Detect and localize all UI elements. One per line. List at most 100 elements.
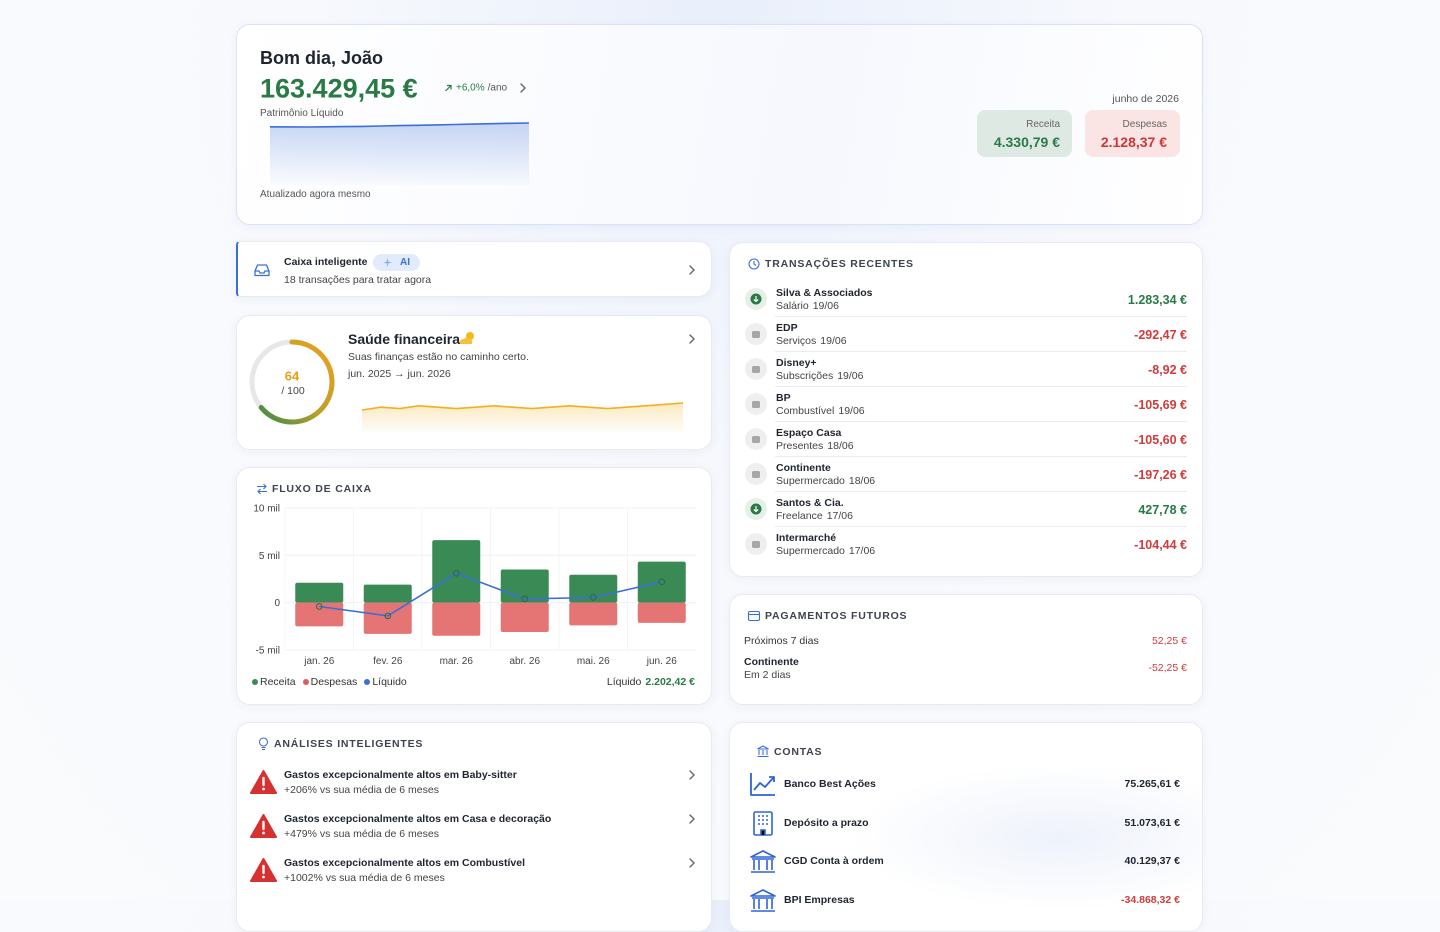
transaction-category: Presentes <box>776 440 824 452</box>
transaction-icon <box>745 428 767 450</box>
y-tick-label: 5 mil <box>259 551 280 562</box>
transaction-icon <box>745 358 767 380</box>
transaction-amount: -105,60 € <box>1134 432 1187 447</box>
legend-label: Receita <box>260 676 296 688</box>
icon-shape <box>459 337 473 344</box>
sparkle-icon <box>383 258 392 267</box>
greeting: Bom dia, João <box>260 48 384 68</box>
transaction-amount: 1.283,34 € <box>1127 292 1187 307</box>
icon-shape <box>752 471 760 478</box>
transaction-amount: -104,44 € <box>1134 537 1187 552</box>
legend-label: Despesas <box>310 676 358 688</box>
account-icon <box>753 810 773 836</box>
legend-swatch <box>364 679 371 685</box>
icon-shape <box>383 258 392 267</box>
bar <box>569 602 618 626</box>
transaction-icon <box>745 498 767 520</box>
account-name[interactable]: Banco Best Ações <box>784 777 876 790</box>
gauge-arc <box>258 339 335 425</box>
icon-shape <box>752 366 760 373</box>
icon-shape <box>753 296 759 303</box>
account-balance: -34.868,32 € <box>1121 893 1180 906</box>
upcoming-amount: -52,25 € <box>1148 661 1187 674</box>
transaction-amount: -105,69 € <box>1134 397 1187 412</box>
sparkline-area <box>270 123 529 185</box>
legend-item: Líquido <box>364 676 407 688</box>
icon-shape <box>752 541 760 548</box>
line-point <box>658 578 666 586</box>
chevron <box>520 83 526 93</box>
transaction-name: Santos & Cia. <box>776 496 844 509</box>
transaction-date: 18/06 <box>848 475 876 487</box>
divider <box>775 491 1187 492</box>
transaction-meta: Freelance 17/06 <box>776 510 853 522</box>
insight-title[interactable]: Gastos excepcionalmente altos em Casa e … <box>284 812 552 825</box>
icon-shape <box>758 814 768 835</box>
warning-icon <box>250 858 277 882</box>
transaction-category: Combustível <box>776 405 835 417</box>
bank-icon <box>757 745 769 758</box>
line-point <box>452 570 460 577</box>
bar <box>295 582 344 603</box>
transaction-icon <box>745 393 767 415</box>
ai-badge: AI <box>373 254 420 271</box>
bar <box>569 574 618 603</box>
account-name[interactable]: Depósito a prazo <box>784 816 869 829</box>
x-tick-label: abr. 26 <box>509 656 540 667</box>
account-name[interactable]: BPI Empresas <box>784 893 855 906</box>
icon-shape <box>689 265 695 275</box>
bar <box>500 569 549 603</box>
insight-title[interactable]: Gastos excepcionalmente altos em Combust… <box>284 856 525 869</box>
legend-swatch <box>302 679 309 685</box>
accounts-card <box>729 722 1203 932</box>
x-tick-label: mai. 26 <box>577 656 610 667</box>
score-gauge <box>249 339 335 425</box>
icon-shape <box>752 331 760 338</box>
transaction-date: 19/06 <box>812 300 839 312</box>
chevron <box>689 814 695 824</box>
line <box>319 572 662 617</box>
icon-shape <box>689 334 695 344</box>
net-total-value: 2.202,42 € <box>645 676 695 688</box>
icon-shape <box>750 888 776 912</box>
icon-shape <box>261 746 266 751</box>
insight-title[interactable]: Gastos excepcionalmente altos em Baby-si… <box>284 768 517 781</box>
chevron <box>689 265 695 275</box>
upcoming-card <box>729 594 1203 705</box>
icon-shape <box>689 814 695 824</box>
transaction-category: Freelance <box>776 510 823 522</box>
legend-item: Despesas <box>302 676 358 688</box>
expenses-label: Despesas <box>1122 119 1167 130</box>
transaction-meta: Combustível 19/06 <box>776 405 865 417</box>
section-title: FLUXO DE CAIXA <box>272 482 372 495</box>
account-balance: 51.073,61 € <box>1124 816 1180 829</box>
change-value: +6,0% <box>456 82 485 94</box>
icon-shape <box>750 773 775 796</box>
transaction-meta: Presentes 18/06 <box>776 440 854 452</box>
transaction-date: 19/06 <box>820 335 847 347</box>
account-name[interactable]: CGD Conta à ordem <box>784 854 884 867</box>
bar <box>363 584 412 603</box>
transaction-meta: Salário 19/06 <box>776 300 839 312</box>
icon-shape <box>257 483 267 495</box>
inbox-card[interactable] <box>236 241 712 297</box>
bar <box>432 540 481 603</box>
y-tick-label: 0 <box>274 598 280 609</box>
section-title: PAGAMENTOS FUTUROS <box>765 609 908 622</box>
icon-shape <box>520 83 526 93</box>
transaction-meta: Supermercado 18/06 <box>776 475 875 487</box>
x-tick-label: fev. 26 <box>373 656 403 667</box>
account-balance: 75.265,61 € <box>1124 777 1180 790</box>
line-point <box>521 595 529 603</box>
clock-icon <box>748 258 760 270</box>
icon-shape <box>445 84 452 92</box>
transaction-icon <box>745 323 767 345</box>
income-label: Receita <box>1026 119 1060 130</box>
section-title: TRANSAÇÕES RECENTES <box>765 257 914 270</box>
icon-shape <box>753 261 757 266</box>
upcoming-summary-label: Próximos 7 dias <box>744 634 819 647</box>
divider <box>775 316 1187 317</box>
insight-detail: +479% vs sua média de 6 meses <box>284 827 439 840</box>
net-worth-sparkline <box>269 122 530 185</box>
